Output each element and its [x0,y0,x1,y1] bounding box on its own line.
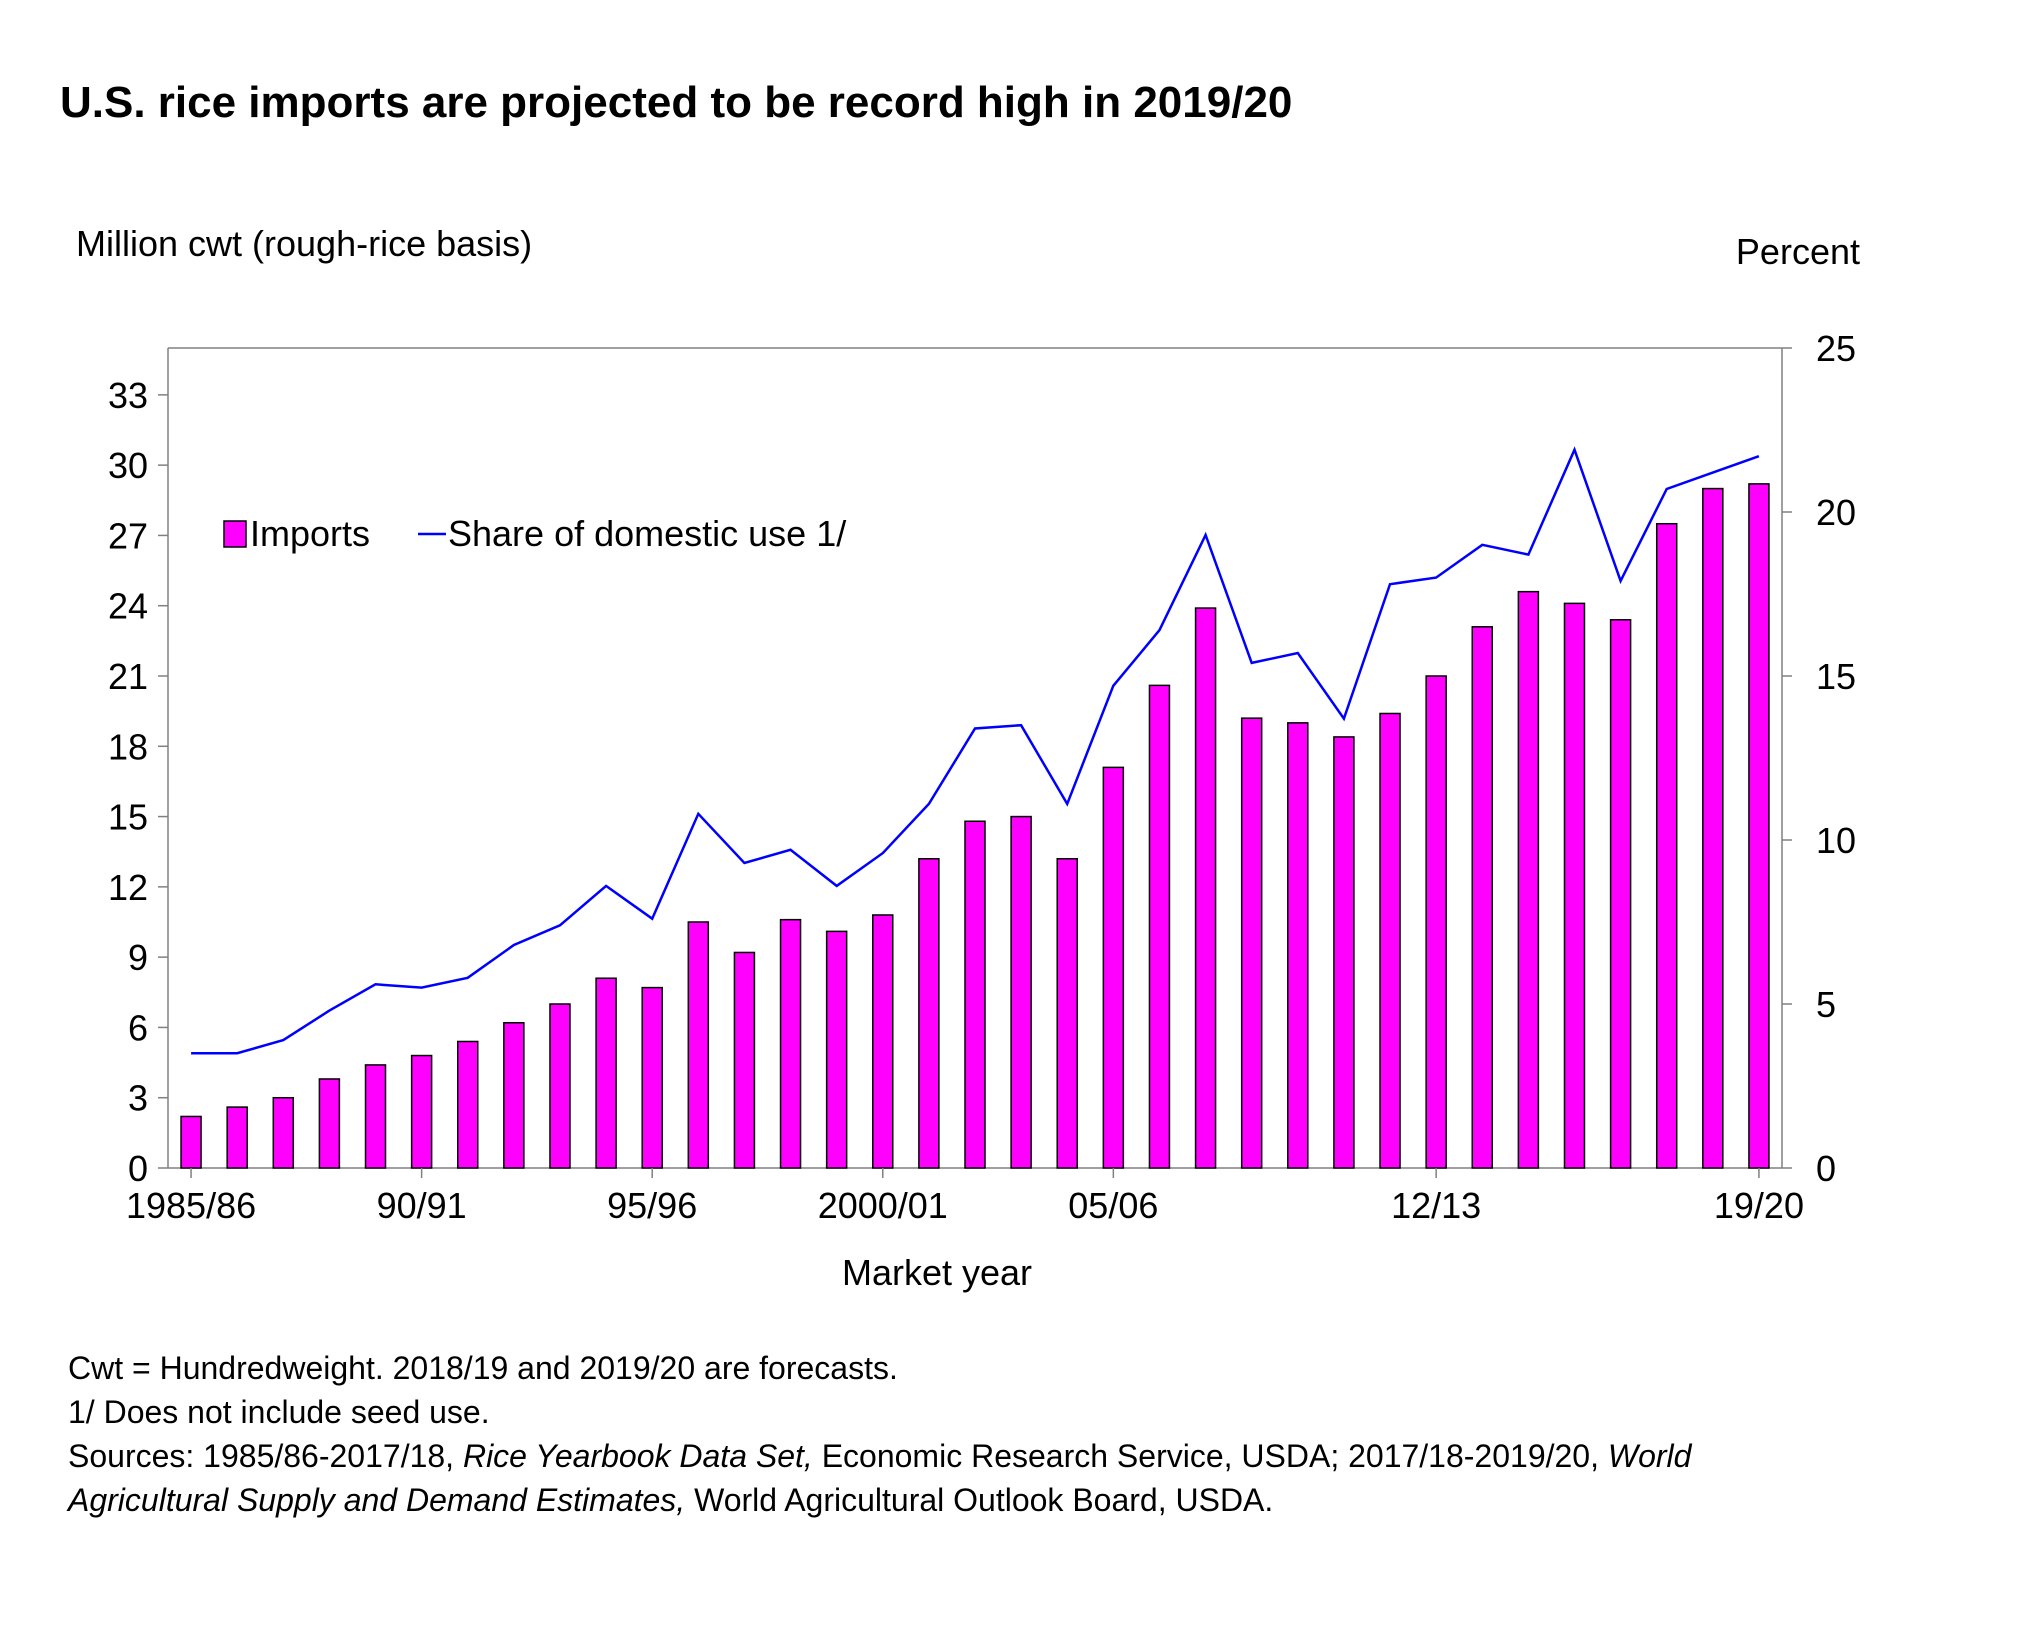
bar [549,1003,571,1169]
y2-tick-label: 20 [1816,492,1856,533]
bar [1471,626,1494,1169]
y-tick-label: 24 [108,586,148,627]
y2-axis-ticks: 0 5 10 15 20 25 [1782,328,1856,1189]
bar [1563,602,1586,1169]
y-tick-label: 3 [128,1078,148,1119]
x-tick-label: 90/91 [377,1185,467,1226]
source-wasde: Agricultural Supply and Demand Estimates… [68,1482,686,1518]
bar [825,930,848,1169]
legend-swatch-imports [223,520,247,548]
bar [1425,675,1447,1169]
y-tick-label: 18 [108,726,148,767]
bar [318,1078,341,1169]
y-tick-label: 15 [108,797,148,838]
bar [1655,522,1678,1169]
y-tick-label: 12 [108,867,148,908]
bar [1287,722,1309,1169]
legend-label-imports: Imports [250,513,370,554]
y-tick-label: 27 [108,515,148,556]
bar [1240,717,1263,1169]
bar [1748,483,1770,1169]
y2-tick-label: 15 [1816,656,1856,697]
bar [1148,684,1171,1169]
legend-label-share: Share of domestic use 1/ [448,513,846,554]
y-tick-label: 0 [128,1148,148,1189]
source-rice-yearbook: Rice Yearbook Data Set, [462,1438,813,1474]
bar [180,1115,202,1169]
bar [641,986,663,1169]
sources-text: World Agricultural Outlook Board, USDA. [685,1482,1274,1518]
bar [1379,712,1401,1169]
bar [503,1021,525,1169]
chart-title: U.S. rice imports are projected to be re… [60,78,1293,127]
footnote-seed-use: 1/ Does not include seed use. [68,1394,490,1430]
y-tick-label: 30 [108,445,148,486]
bar [1194,607,1217,1169]
bar [272,1096,295,1169]
y2-axis-label: Percent [1736,231,1860,272]
x-tick-label: 2000/01 [818,1185,948,1226]
sources-text: Economic Research Service, USDA; 2017/18… [812,1438,1608,1474]
x-axis-label: Market year [842,1252,1032,1293]
bar [1333,736,1355,1169]
bar [1056,857,1078,1169]
source-wasde-start: World [1607,1438,1692,1474]
bar [410,1054,433,1169]
y2-tick-label: 5 [1816,984,1836,1025]
bar [1010,815,1032,1169]
bar [1702,487,1724,1169]
y-tick-label: 21 [108,656,148,697]
x-axis-ticks: 1985/86 90/91 95/96 2000/01 05/06 12/13 19/20 [126,1168,1804,1226]
x-tick-label: 12/13 [1391,1185,1481,1226]
bar [779,918,802,1169]
line-series [191,446,1760,1055]
bar [964,820,986,1169]
footnote-cwt: Cwt = Hundredweight. 2018/19 and 2019/20… [68,1350,898,1386]
bar [595,977,617,1169]
y-tick-label: 9 [128,937,148,978]
bar [226,1106,248,1169]
bar [1609,619,1632,1169]
y-tick-label: 6 [128,1007,148,1048]
bar [1517,590,1540,1169]
sources-text: Sources: 1985/86-2017/18, [68,1438,463,1474]
bar [918,857,940,1169]
x-tick-label: 1985/86 [126,1185,256,1226]
y-axis-ticks: 0 3 6 9 12 15 18 21 24 27 30 33 [108,375,168,1189]
y-tick-label: 33 [108,375,148,416]
bar [872,914,894,1169]
y2-tick-label: 0 [1816,1148,1836,1189]
bar [1102,766,1125,1169]
x-tick-label: 95/96 [607,1185,697,1226]
y2-tick-label: 10 [1816,820,1856,861]
legend: Imports Share of domestic use 1/ [223,513,846,554]
x-tick-label: 19/20 [1714,1185,1804,1226]
y2-tick-label: 25 [1816,328,1856,369]
bar-series [180,483,1770,1169]
bar [364,1064,387,1169]
bar [733,951,756,1169]
bar [456,1040,479,1169]
bar [687,921,710,1169]
y-axis-label: Million cwt (rough-rice basis) [76,223,532,264]
footnote-sources-line2: Agricultural Supply and Demand Estimates… [68,1478,1273,1522]
footnote-sources-line1: Sources: 1985/86-2017/18, Rice Yearbook … [68,1434,1691,1478]
share-line [191,446,1760,1055]
x-tick-label: 05/06 [1068,1185,1158,1226]
